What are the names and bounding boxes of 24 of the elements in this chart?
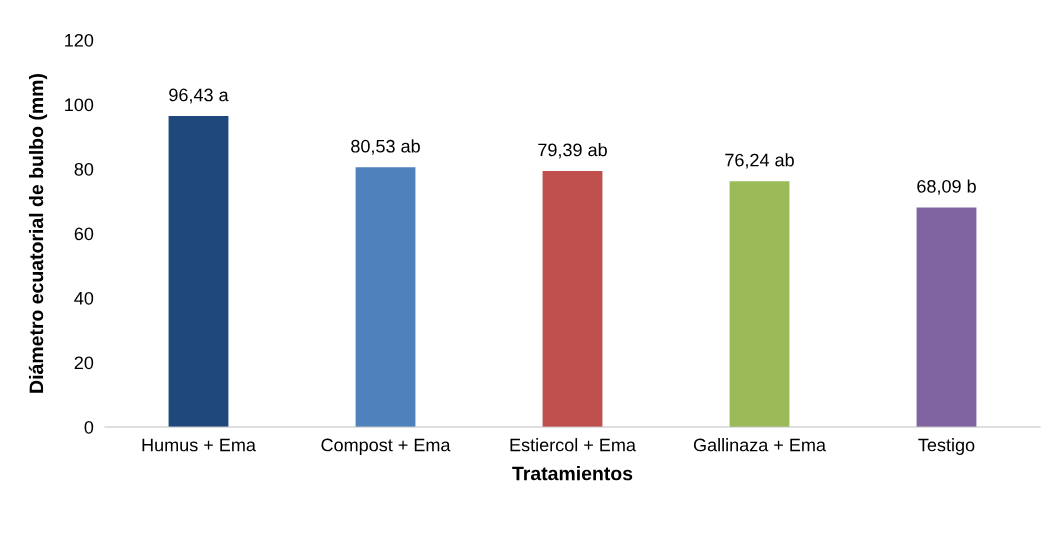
x-tick-label: Compost + Ema bbox=[321, 438, 451, 455]
x-tick-label: Estiercol + Ema bbox=[510, 438, 636, 452]
y-tick-label: 0 bbox=[84, 420, 94, 434]
bar bbox=[916, 207, 977, 427]
y-tick-label: 80 bbox=[74, 162, 94, 176]
y-tick-label: 100 bbox=[65, 98, 94, 112]
y-tick-label: 40 bbox=[74, 291, 94, 305]
x-tick-label: Gallinaza + Ema bbox=[693, 438, 826, 452]
data-label: 76,24 ab bbox=[725, 153, 794, 169]
y-tick-label: 20 bbox=[74, 356, 94, 370]
data-label: 96,43 a bbox=[169, 88, 229, 104]
data-label: 80,53 ab bbox=[351, 139, 420, 155]
y-axis-title: Diámetro ecuatorial de bulbo (mm) bbox=[28, 74, 48, 393]
bar bbox=[355, 167, 416, 427]
y-tick-label: 60 bbox=[74, 227, 94, 241]
data-label: 68,09 b bbox=[917, 179, 976, 195]
bar bbox=[542, 170, 603, 427]
bar bbox=[168, 116, 229, 427]
x-tick-label: Testigo bbox=[918, 438, 975, 455]
x-axis-title: Tratamientos bbox=[512, 466, 633, 481]
bar bbox=[729, 181, 790, 427]
y-tick-label: 120 bbox=[65, 33, 94, 47]
data-label: 79,39 ab bbox=[538, 143, 607, 159]
x-tick-label: Humus + Ema bbox=[142, 438, 256, 452]
